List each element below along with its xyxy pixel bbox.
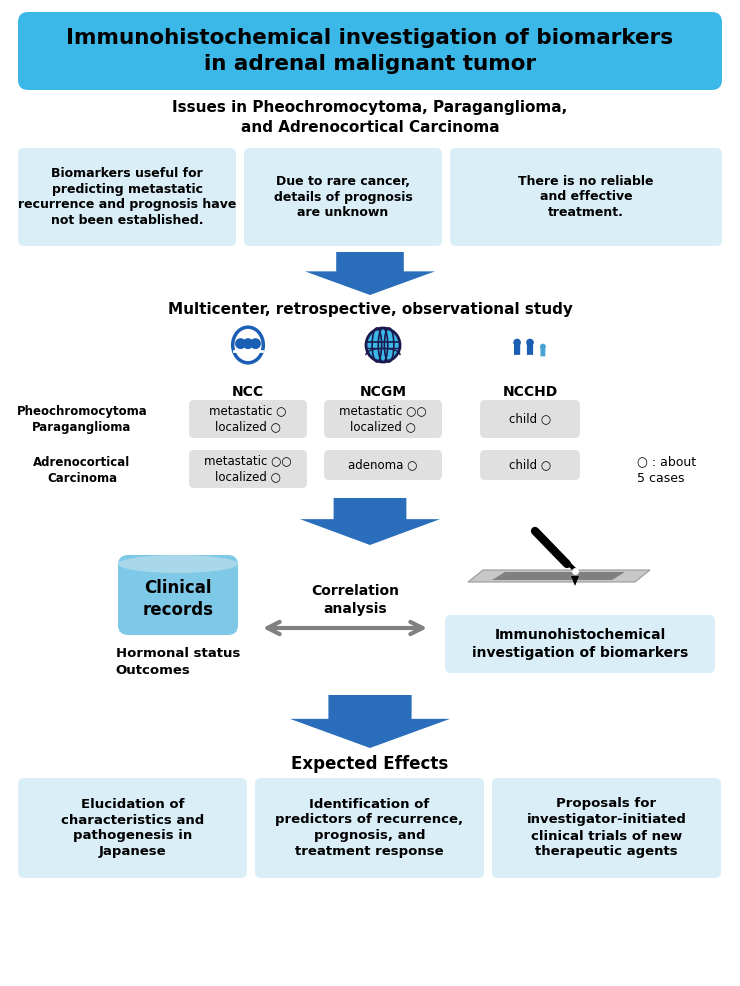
FancyBboxPatch shape [480,450,580,480]
FancyBboxPatch shape [18,12,722,90]
FancyBboxPatch shape [244,148,442,246]
Text: Correlation
analysis: Correlation analysis [311,584,399,616]
Circle shape [366,328,400,362]
FancyBboxPatch shape [540,347,545,356]
Text: child ○: child ○ [509,412,551,426]
Text: Pheochromocytoma
Paraganglioma: Pheochromocytoma Paraganglioma [16,405,147,435]
Circle shape [235,338,246,349]
Circle shape [526,338,534,346]
FancyBboxPatch shape [445,615,715,673]
Text: Biomarkers useful for
predicting metastatic
recurrence and prognosis have
not be: Biomarkers useful for predicting metasta… [18,168,236,227]
Polygon shape [492,572,625,580]
FancyBboxPatch shape [480,400,580,438]
FancyBboxPatch shape [189,450,307,488]
Ellipse shape [232,327,263,363]
Text: Clinical
records: Clinical records [143,579,214,619]
Text: metastatic ○○
localized ○: metastatic ○○ localized ○ [204,455,292,483]
Text: Expected Effects: Expected Effects [292,755,448,773]
Circle shape [540,344,546,350]
Text: metastatic ○○
localized ○: metastatic ○○ localized ○ [339,404,427,434]
FancyBboxPatch shape [118,555,238,635]
Text: metastatic ○
localized ○: metastatic ○ localized ○ [209,404,286,434]
Text: Identification of
predictors of recurrence,
prognosis, and
treatment response: Identification of predictors of recurren… [275,798,463,859]
FancyBboxPatch shape [492,778,721,878]
FancyBboxPatch shape [18,148,236,246]
FancyBboxPatch shape [514,343,520,355]
Text: Proposals for
investigator-initiated
clinical trials of new
therapeutic agents: Proposals for investigator-initiated cli… [527,798,687,859]
FancyBboxPatch shape [324,400,442,438]
Circle shape [514,338,521,346]
Text: There is no reliable
and effective
treatment.: There is no reliable and effective treat… [518,175,653,219]
Text: Elucidation of
characteristics and
pathogenesis in
Japanese: Elucidation of characteristics and patho… [61,798,204,859]
FancyBboxPatch shape [255,778,484,878]
Text: Issues in Pheochromocytoma, Paraganglioma,
and Adrenocortical Carcinoma: Issues in Pheochromocytoma, Paragangliom… [172,100,568,135]
Text: Adrenocortical
Carcinoma: Adrenocortical Carcinoma [33,456,131,484]
Polygon shape [571,576,579,586]
Polygon shape [468,570,650,582]
Text: Hormonal status
Outcomes: Hormonal status Outcomes [116,647,240,677]
Text: child ○: child ○ [509,458,551,471]
FancyBboxPatch shape [450,148,722,246]
Text: NCCHD: NCCHD [502,385,558,399]
FancyBboxPatch shape [189,400,307,438]
Text: NCGM: NCGM [360,385,406,399]
FancyBboxPatch shape [527,343,533,355]
Text: Due to rare cancer,
details of prognosis
are unknown: Due to rare cancer, details of prognosis… [274,175,412,219]
Polygon shape [300,498,440,545]
Text: Multicenter, retrospective, observational study: Multicenter, retrospective, observationa… [167,302,573,317]
Text: ○ : about
5 cases: ○ : about 5 cases [637,455,696,485]
Polygon shape [305,252,435,295]
Text: Immunohistochemical
investigation of biomarkers: Immunohistochemical investigation of bio… [472,628,688,660]
FancyBboxPatch shape [324,450,442,480]
Text: NCC: NCC [232,385,264,399]
Circle shape [250,338,261,349]
Polygon shape [290,695,450,748]
Text: adenoma ○: adenoma ○ [349,458,417,471]
Text: Immunohistochemical investigation of biomarkers
in adrenal malignant tumor: Immunohistochemical investigation of bio… [67,29,673,74]
Circle shape [243,338,253,349]
Ellipse shape [118,555,238,573]
FancyBboxPatch shape [18,778,247,878]
